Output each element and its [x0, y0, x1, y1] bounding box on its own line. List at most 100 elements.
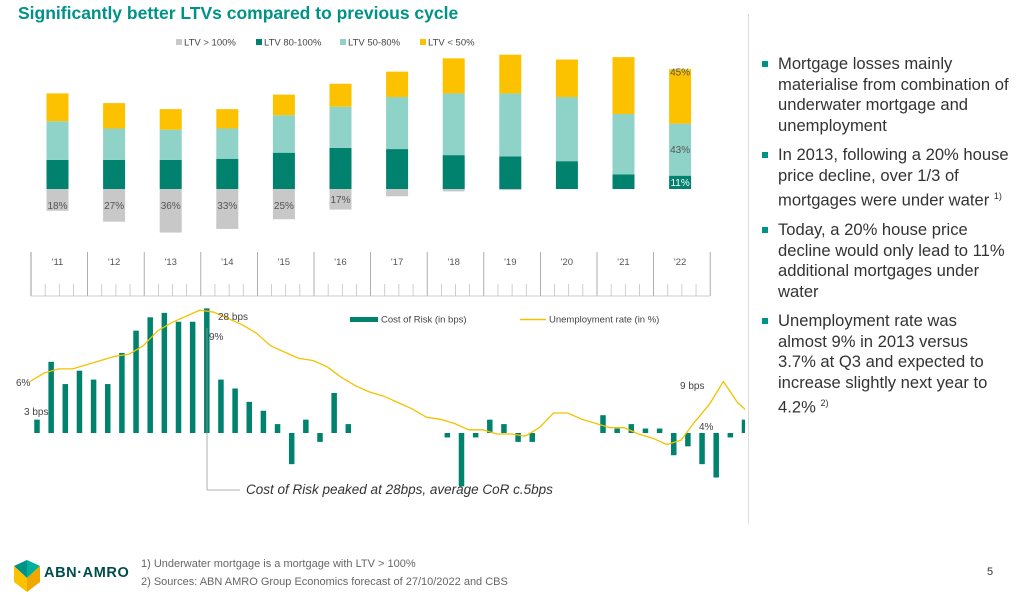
footnote-ref: 2): [820, 398, 829, 409]
ltv-bar-segment: [442, 93, 465, 156]
cor-bar: [331, 392, 337, 433]
ltv-bar-segment: [386, 149, 409, 189]
bullet-text: In 2013, following a 20% house price dec…: [778, 145, 1009, 210]
cor-callout-text: Cost of Risk peaked at 28bps, average Co…: [246, 482, 553, 497]
ltv-bar-segment: [46, 189, 69, 211]
ltv-bar-segment: [499, 189, 522, 191]
ltv-bar-label: 27%: [104, 201, 124, 212]
bullet-list: Mortgage losses mainly materialise from …: [760, 54, 1010, 427]
ltv-bar-segment: [499, 156, 522, 189]
legend-label: Cost of Risk (in bps): [381, 315, 467, 326]
cor-bar: [218, 379, 224, 433]
cor-bar: [642, 428, 649, 433]
cor-bar: [727, 433, 734, 438]
legend-label: Unemployment rate (in %): [549, 315, 659, 326]
ltv-bar-segment: [159, 189, 182, 233]
ltv-bar-segment: [159, 159, 182, 189]
cor-bar: [317, 433, 323, 442]
ltv-bar-segment: [499, 93, 522, 157]
year-tick-label: '14: [221, 257, 233, 268]
ltv-bar-segment: [442, 58, 465, 94]
unemployment-peak-annotation: 9%: [209, 332, 224, 343]
ltv-bar-segment: [46, 121, 69, 160]
ltv-bar-segment: [555, 97, 578, 162]
unemployment-start-annotation: 6%: [16, 378, 31, 389]
year-tick-label: '16: [334, 257, 346, 268]
legend-label: LTV < 50%: [428, 38, 475, 49]
bullet-item: Today, a 20% house price decline would o…: [760, 220, 1010, 302]
peak-cor-annotation: 28 bps: [218, 312, 248, 323]
ltv-bar-label: 43%: [670, 145, 690, 156]
ltv-bar-label: 25%: [274, 201, 294, 212]
cor-bar: [274, 424, 281, 433]
cor-bar: [189, 321, 196, 433]
cor-bar: [600, 415, 606, 433]
logo-text: ABN·AMRO: [44, 565, 130, 581]
ltv-bar-segment: [159, 109, 182, 130]
ltv-bar-segment: [386, 189, 409, 197]
ltv-bar-segment: [216, 158, 239, 189]
ltv-bar-segment: [159, 129, 182, 160]
ltv-bar-segment: [386, 71, 409, 98]
cor-bar: [458, 433, 465, 487]
cor-bar: [501, 424, 507, 433]
ltv-bar-segment: [272, 189, 295, 220]
cor-bar: [472, 433, 479, 438]
legend-swatch: [256, 39, 262, 45]
ltv-bar-label: 45%: [670, 67, 690, 78]
ltv-bar-segment: [669, 123, 692, 176]
year-tick-label: '20: [561, 257, 573, 268]
cor-bar: [246, 401, 252, 433]
ltv-bar-segment: [272, 152, 295, 189]
ltv-bar-segment: [216, 189, 239, 229]
legend-swatch: [176, 39, 182, 45]
cor-latest-annotation: 9 bps: [680, 381, 704, 392]
unemployment-latest-annotation: 4%: [699, 422, 714, 433]
bullet-marker: [762, 318, 768, 325]
ltv-bar-segment: [103, 159, 126, 189]
page-number: 5: [987, 566, 994, 578]
cor-bar: [147, 317, 153, 433]
cor-bar: [345, 424, 352, 433]
ltv-bar-segment: [442, 189, 465, 192]
bullet-item: Mortgage losses mainly materialise from …: [760, 54, 1010, 136]
ltv-bar-segment: [272, 115, 295, 153]
ltv-bar-segment: [103, 189, 126, 222]
cor-bar: [34, 419, 40, 433]
legend-swatch: [340, 39, 346, 45]
cor-bar: [685, 433, 691, 447]
ltv-bar-label: 11%: [670, 178, 689, 189]
year-tick-label: '11: [52, 257, 64, 268]
legend-swatch: [350, 317, 378, 322]
column-divider: [748, 14, 749, 524]
ltv-bar-segment: [555, 59, 578, 98]
cor-bar: [62, 384, 69, 433]
cor-bar: [119, 352, 125, 433]
cor-bar: [288, 433, 295, 465]
bullet-item: Unemployment rate was almost 9% in 2013 …: [760, 311, 1010, 418]
year-tick-label: '17: [391, 257, 403, 268]
cor-bar: [614, 428, 620, 433]
cor-bar: [741, 419, 745, 433]
bullet-marker: [762, 227, 768, 234]
cor-bar: [515, 433, 521, 442]
cor-bar: [48, 361, 54, 433]
ltv-bar-segment: [669, 175, 692, 189]
cor-bar: [76, 370, 83, 433]
cor-bar: [303, 419, 309, 433]
bullet-text: Mortgage losses mainly materialise from …: [778, 54, 1009, 135]
year-tick-label: '12: [108, 257, 120, 268]
page-title: Significantly better LTVs compared to pr…: [18, 3, 459, 23]
legend-label: LTV > 100%: [184, 38, 236, 49]
ltv-bar-label: 36%: [161, 201, 181, 212]
cor-bar: [175, 321, 182, 433]
ltv-bar-segment: [442, 155, 465, 189]
footnote-ref: 1): [993, 191, 1002, 201]
ltv-bar-segment: [612, 113, 635, 175]
ltv-bar-segment: [386, 97, 409, 150]
bullet-item: In 2013, following a 20% house price dec…: [760, 145, 1010, 211]
cor-bar: [133, 330, 139, 433]
bullet-text: Unemployment rate was almost 9% in 2013 …: [778, 311, 988, 417]
cor-bar: [487, 419, 493, 433]
legend-label: LTV 80-100%: [264, 38, 322, 49]
